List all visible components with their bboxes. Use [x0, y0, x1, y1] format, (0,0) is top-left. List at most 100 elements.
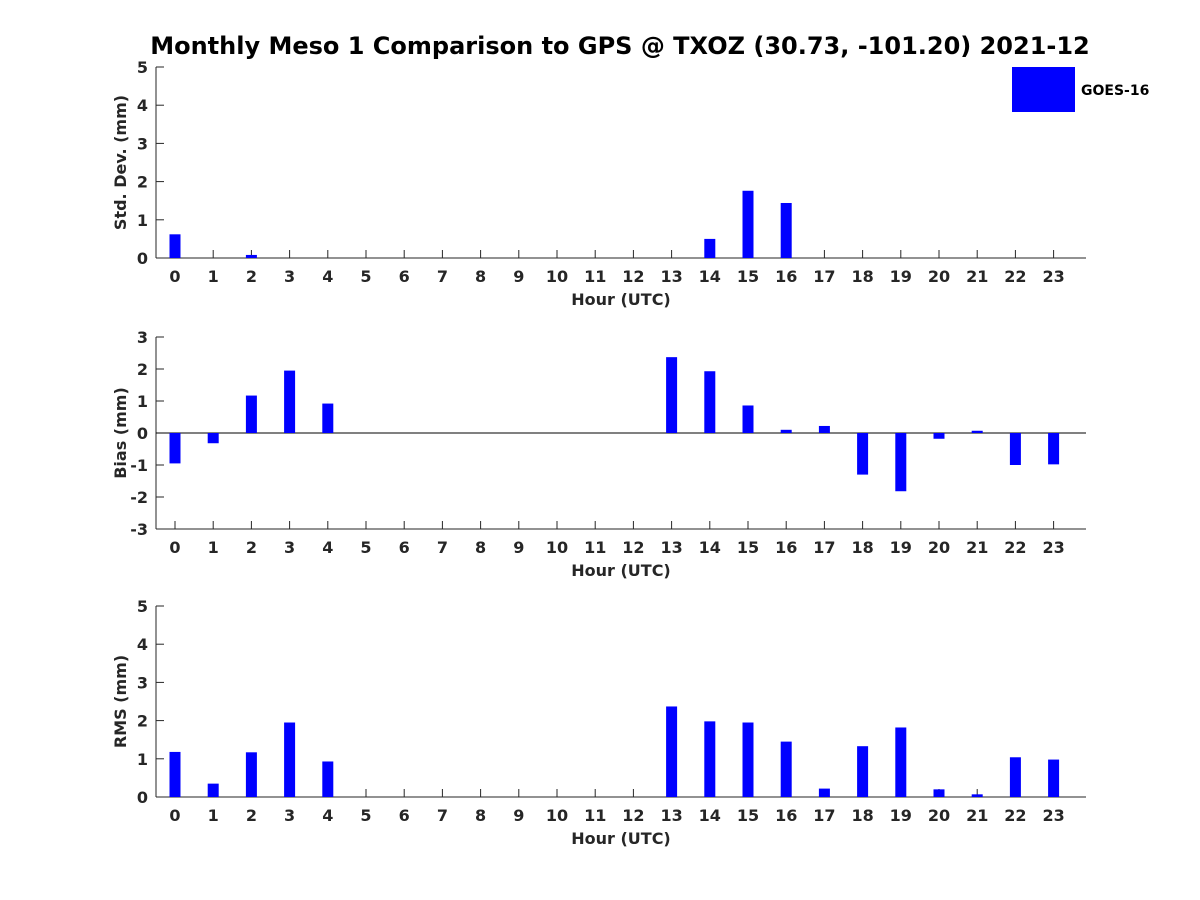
x-tick-label: 1	[208, 806, 219, 825]
x-tick-label: 7	[437, 267, 448, 286]
x-tick-label: 10	[546, 538, 568, 557]
x-axis-label: Hour (UTC)	[571, 561, 671, 580]
x-tick-label: 16	[775, 267, 797, 286]
y-tick-label: 2	[137, 712, 148, 731]
y-tick-label: 4	[137, 96, 148, 115]
bar-hour-17	[818, 788, 830, 797]
x-tick-label: 8	[475, 806, 486, 825]
bar-hour-4	[322, 403, 334, 433]
x-tick-label: 23	[1042, 806, 1064, 825]
y-tick-label: -1	[130, 456, 148, 475]
x-tick-label: 0	[169, 806, 180, 825]
y-axis-label: RMS (mm)	[111, 655, 130, 748]
x-tick-label: 11	[584, 538, 606, 557]
x-tick-label: 6	[399, 538, 410, 557]
x-tick-label: 17	[813, 267, 835, 286]
x-tick-label: 20	[928, 538, 950, 557]
bar-hour-3	[284, 722, 296, 797]
bar-hour-16	[780, 741, 792, 797]
y-tick-label: -2	[130, 488, 148, 507]
x-tick-label: 6	[399, 267, 410, 286]
y-axis-label: Bias (mm)	[111, 387, 130, 479]
x-tick-label: 3	[284, 538, 295, 557]
bar-hour-22	[1009, 433, 1021, 465]
bar-hour-0	[169, 433, 181, 464]
bar-hour-0	[169, 234, 181, 258]
x-tick-label: 21	[966, 267, 988, 286]
x-tick-label: 4	[322, 267, 333, 286]
y-tick-label: 0	[137, 788, 148, 807]
bar-hour-20	[933, 789, 945, 797]
bar-hour-14	[704, 238, 716, 258]
x-tick-label: 14	[699, 538, 721, 557]
y-tick-label: 5	[137, 597, 148, 616]
x-tick-label: 23	[1042, 267, 1064, 286]
x-tick-label: 13	[660, 806, 682, 825]
x-tick-label: 16	[775, 538, 797, 557]
x-tick-label: 18	[851, 267, 873, 286]
x-tick-label: 1	[208, 538, 219, 557]
bar-hour-19	[895, 727, 907, 797]
bar-hour-18	[857, 433, 869, 475]
x-tick-label: 17	[813, 538, 835, 557]
bar-hour-17	[818, 425, 830, 433]
bar-hour-13	[666, 357, 678, 433]
x-tick-label: 18	[851, 806, 873, 825]
x-tick-label: 9	[513, 806, 524, 825]
x-tick-label: 21	[966, 538, 988, 557]
bar-hour-15	[742, 722, 754, 797]
y-tick-label: 5	[137, 58, 148, 77]
legend-swatch	[1012, 67, 1075, 112]
y-tick-label: 0	[137, 424, 148, 443]
x-tick-label: 19	[890, 806, 912, 825]
legend: GOES-16	[1012, 67, 1149, 112]
x-tick-label: 4	[322, 538, 333, 557]
x-tick-label: 8	[475, 267, 486, 286]
x-tick-label: 10	[546, 806, 568, 825]
x-tick-label: 12	[622, 538, 644, 557]
x-tick-label: 15	[737, 267, 759, 286]
x-tick-label: 1	[208, 267, 219, 286]
bar-hour-22	[1009, 757, 1021, 797]
x-axis-label: Hour (UTC)	[571, 829, 671, 848]
bar-hour-2	[245, 395, 257, 433]
bar-hour-1	[207, 433, 219, 444]
bar-hour-0	[169, 751, 181, 797]
x-tick-label: 6	[399, 806, 410, 825]
bar-hour-18	[857, 746, 869, 797]
x-tick-label: 20	[928, 267, 950, 286]
bar-hour-21	[971, 794, 983, 797]
x-tick-label: 11	[584, 267, 606, 286]
bar-hour-2	[245, 254, 257, 258]
bar-hour-14	[704, 721, 716, 797]
y-tick-label: 3	[137, 328, 148, 347]
y-tick-label: 1	[137, 392, 148, 411]
y-tick-label: 3	[137, 134, 148, 153]
x-tick-label: 5	[360, 267, 371, 286]
x-tick-label: 9	[513, 538, 524, 557]
y-tick-label: 3	[137, 673, 148, 692]
x-tick-label: 7	[437, 538, 448, 557]
x-tick-label: 17	[813, 806, 835, 825]
x-axis-label: Hour (UTC)	[571, 290, 671, 309]
bar-hour-15	[742, 405, 754, 433]
x-tick-label: 4	[322, 806, 333, 825]
x-tick-label: 18	[851, 538, 873, 557]
x-tick-label: 2	[246, 538, 257, 557]
x-tick-label: 9	[513, 267, 524, 286]
y-tick-label: 1	[137, 211, 148, 230]
x-tick-label: 15	[737, 806, 759, 825]
bar-hour-16	[780, 202, 792, 258]
y-tick-label: 1	[137, 750, 148, 769]
x-tick-label: 10	[546, 267, 568, 286]
x-tick-label: 0	[169, 267, 180, 286]
x-tick-label: 23	[1042, 538, 1064, 557]
x-tick-label: 3	[284, 267, 295, 286]
bar-hour-23	[1048, 433, 1060, 465]
x-tick-label: 5	[360, 538, 371, 557]
bar-hour-13	[666, 706, 678, 797]
